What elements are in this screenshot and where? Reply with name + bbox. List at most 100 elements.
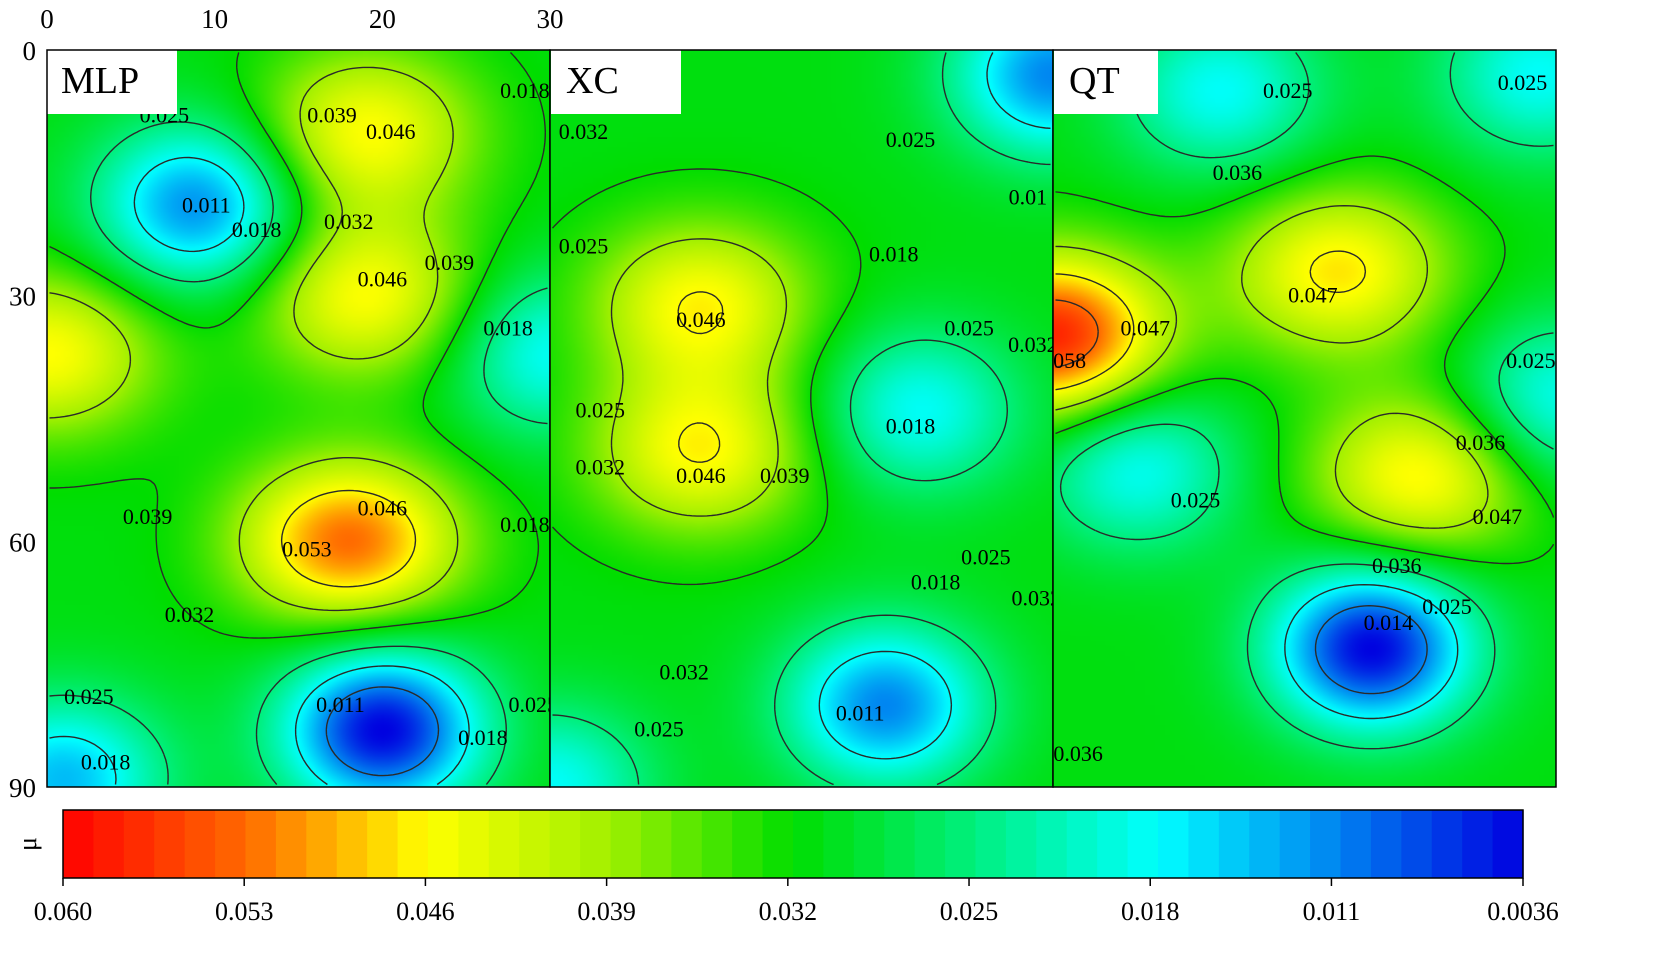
contour-label: 0.036 bbox=[1053, 741, 1103, 766]
colorbar-cell bbox=[306, 810, 338, 878]
contour-label: 0.011 bbox=[182, 193, 231, 218]
contour-label: 0.039 bbox=[425, 250, 475, 275]
panel-label: QT bbox=[1069, 60, 1120, 102]
colorbar-cell bbox=[1218, 810, 1250, 878]
contour-line bbox=[49, 121, 548, 785]
contour-label: 0.018 bbox=[81, 749, 131, 774]
colorbar-cell bbox=[1158, 810, 1190, 878]
contour-label: 0.047 bbox=[1473, 504, 1523, 529]
contour-label: 0.025 bbox=[576, 397, 626, 422]
contour-label: 0.046 bbox=[358, 496, 408, 521]
contour-label: 0.018 bbox=[886, 414, 936, 439]
colorbar-cell bbox=[793, 810, 825, 878]
x-tick-label: 30 bbox=[537, 4, 564, 34]
colorbar-tick-label: 0.0036 bbox=[1487, 897, 1559, 926]
contour-line bbox=[677, 291, 724, 463]
contour-line bbox=[1314, 605, 1428, 695]
contour-line bbox=[49, 156, 470, 786]
colorbar-cell bbox=[671, 810, 703, 878]
heatmap-fill-xc bbox=[550, 50, 1053, 787]
colorbar-tick-label: 0.032 bbox=[759, 897, 818, 926]
panels-layer: 0.025 0.039 0.046 0.018 0.011 0.018 0.032 0.039… bbox=[46, 49, 1557, 788]
colorbar-cell bbox=[762, 810, 794, 878]
colorbar-cell bbox=[640, 810, 672, 878]
colorbar-cell bbox=[63, 810, 95, 878]
contour-line bbox=[1055, 205, 1489, 529]
contour-line bbox=[610, 238, 788, 517]
contour-label: 0.046 bbox=[676, 463, 726, 488]
y-tick-label: 30 bbox=[9, 282, 36, 312]
colorbar-cell bbox=[336, 810, 368, 878]
colorbar-cell bbox=[975, 810, 1007, 878]
contour-line bbox=[49, 66, 459, 612]
colorbar-tick-label: 0.039 bbox=[577, 897, 636, 926]
colorbar-cell bbox=[1401, 810, 1433, 878]
heatmap-fill-qt bbox=[1053, 50, 1556, 787]
contour-label: 0.025 bbox=[1263, 78, 1313, 103]
panel-label: MLP bbox=[61, 60, 139, 102]
colorbar-cell bbox=[1066, 810, 1098, 878]
contour-label: 0.046 bbox=[676, 307, 726, 332]
colorbar-cell bbox=[1188, 810, 1220, 878]
contour-line bbox=[1055, 299, 1099, 368]
colorbar-cell bbox=[245, 810, 277, 878]
contour-label: 0.025 bbox=[886, 127, 936, 152]
contour-label: 0.032 bbox=[576, 455, 626, 480]
colorbar-cell bbox=[184, 810, 216, 878]
panel-label-box bbox=[551, 50, 681, 114]
colorbar-cell bbox=[215, 810, 247, 878]
contour-label: 0.047 bbox=[1120, 315, 1170, 340]
colorbar-cell bbox=[1492, 810, 1524, 878]
x-tick-label: 20 bbox=[369, 4, 396, 34]
colorbar-cell bbox=[123, 810, 155, 878]
colorbar-cell bbox=[1127, 810, 1159, 878]
contour-label: 0.011 bbox=[316, 692, 365, 717]
contour-label: 0.018 bbox=[458, 725, 508, 750]
colorbar-cell bbox=[1279, 810, 1311, 878]
colorbar: μ 0.060 0.053 0.046 0.039 0.032 0.025 0.018 0.01… bbox=[13, 809, 1559, 926]
colorbar-cell bbox=[549, 810, 581, 878]
contour-line bbox=[49, 52, 546, 639]
colorbar-cell bbox=[93, 810, 125, 878]
colorbar-cell bbox=[458, 810, 490, 878]
contour-label: 0.047 bbox=[1288, 283, 1338, 308]
colorbar-cell bbox=[488, 810, 520, 878]
colorbar-cell bbox=[519, 810, 551, 878]
contour-line bbox=[818, 52, 1051, 760]
contour-label: 0.039 bbox=[760, 463, 810, 488]
colorbar-frame bbox=[62, 809, 1524, 879]
contour-label: 0.025 bbox=[1498, 70, 1548, 95]
panel-label-box bbox=[47, 50, 177, 114]
contour-label: 0.025 bbox=[1422, 594, 1472, 619]
contour-label: 0.025 bbox=[508, 692, 558, 717]
contour-label: 0.046 bbox=[358, 266, 408, 291]
colorbar-cell bbox=[701, 810, 733, 878]
contour-label: 0.046 bbox=[366, 119, 416, 144]
colorbar-tick-label: 0.011 bbox=[1303, 897, 1361, 926]
contour-label: 0.018 bbox=[500, 78, 550, 103]
colorbar-cell bbox=[1097, 810, 1129, 878]
contour-label: 0.025 bbox=[559, 234, 609, 259]
colorbar-cell bbox=[914, 810, 946, 878]
contour-label: 0.01 bbox=[1009, 184, 1048, 209]
axes-layer: 0 10 20 30 0 30 60 90 bbox=[9, 4, 564, 803]
colorbar-cell bbox=[397, 810, 429, 878]
colorbar-cell bbox=[1005, 810, 1037, 878]
colorbar-cell bbox=[1370, 810, 1402, 878]
colorbar-cell bbox=[945, 810, 977, 878]
colorbar-cell bbox=[428, 810, 460, 878]
colorbar-cell bbox=[1340, 810, 1372, 878]
colorbar-cell bbox=[367, 810, 399, 878]
colorbar-label: μ bbox=[13, 837, 42, 851]
contour-label: 0.032 bbox=[1008, 332, 1058, 357]
contour-line bbox=[1055, 155, 1555, 565]
colorbar-cell bbox=[853, 810, 885, 878]
colorbar-cell bbox=[1036, 810, 1068, 878]
contour-line bbox=[552, 52, 1051, 786]
colorbar-cell bbox=[275, 810, 307, 878]
contour-label: 0.039 bbox=[123, 504, 173, 529]
contour-label: 0.011 bbox=[836, 700, 885, 725]
colorbar-cell bbox=[823, 810, 855, 878]
